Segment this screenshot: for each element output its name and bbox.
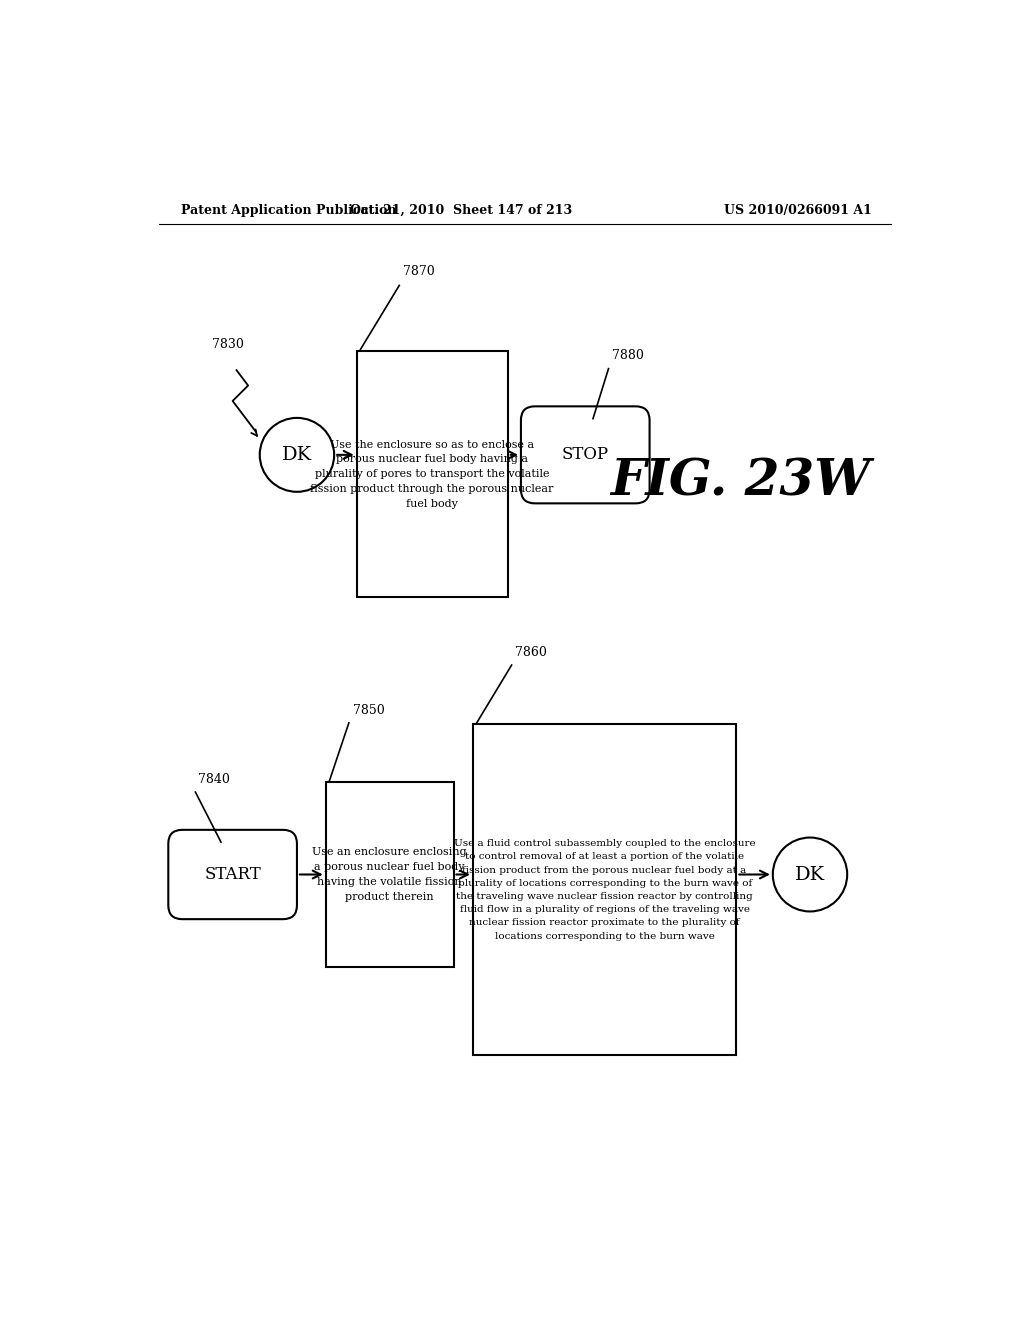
- Text: STOP: STOP: [562, 446, 609, 463]
- Text: 7870: 7870: [403, 265, 435, 277]
- Text: Patent Application Publication: Patent Application Publication: [180, 205, 396, 218]
- Text: 7880: 7880: [612, 350, 644, 363]
- Text: 7860: 7860: [515, 645, 548, 659]
- FancyBboxPatch shape: [521, 407, 649, 503]
- Text: START: START: [204, 866, 261, 883]
- Text: Use the enclosure so as to enclose a
porous nuclear fuel body having a
plurality: Use the enclosure so as to enclose a por…: [310, 440, 554, 508]
- Bar: [356, 351, 508, 598]
- Text: US 2010/0266091 A1: US 2010/0266091 A1: [724, 205, 872, 218]
- Bar: [326, 781, 454, 966]
- Text: DK: DK: [795, 866, 825, 883]
- Text: 7830: 7830: [212, 338, 244, 351]
- Text: Use an enclosure enclosing
a porous nuclear fuel body
having the volatile fissio: Use an enclosure enclosing a porous nucl…: [312, 847, 467, 902]
- Bar: [473, 725, 736, 1056]
- Text: DK: DK: [282, 446, 312, 463]
- Text: Use a fluid control subassembly coupled to the enclosure
to control removal of a: Use a fluid control subassembly coupled …: [454, 840, 756, 941]
- Text: Oct. 21, 2010  Sheet 147 of 213: Oct. 21, 2010 Sheet 147 of 213: [350, 205, 572, 218]
- FancyBboxPatch shape: [168, 830, 297, 919]
- Text: 7840: 7840: [198, 774, 229, 785]
- Text: FIG. 23W: FIG. 23W: [610, 457, 870, 507]
- Text: 7850: 7850: [352, 704, 384, 717]
